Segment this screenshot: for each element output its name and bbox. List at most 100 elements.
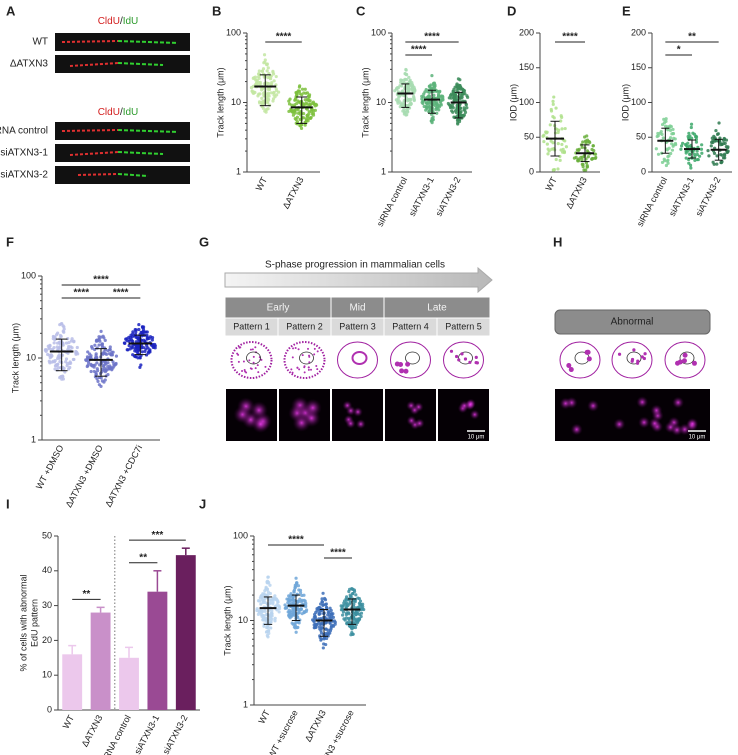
dot xyxy=(355,612,359,616)
cell-outline xyxy=(443,341,484,379)
dot xyxy=(711,139,715,143)
dot xyxy=(259,611,263,615)
dot xyxy=(721,138,726,142)
dot xyxy=(437,108,441,112)
dot-cloud xyxy=(393,67,417,117)
x-tick-label: WT xyxy=(254,175,270,192)
dot xyxy=(127,339,131,343)
dot xyxy=(271,600,275,604)
dot xyxy=(108,345,112,349)
dot xyxy=(668,136,673,140)
dot xyxy=(689,125,693,130)
dot xyxy=(297,85,302,89)
dot xyxy=(348,600,352,604)
fiber-green xyxy=(117,173,149,177)
dot xyxy=(462,108,466,112)
dot xyxy=(68,365,72,370)
dot xyxy=(695,152,699,157)
signal xyxy=(672,396,685,409)
dot xyxy=(333,622,337,626)
dot xyxy=(294,620,298,625)
dot xyxy=(712,151,717,156)
dot xyxy=(719,161,724,165)
dot xyxy=(671,127,675,132)
dot xyxy=(266,75,270,80)
cell-dot xyxy=(248,359,251,362)
dot xyxy=(265,62,269,66)
dot xyxy=(694,140,699,144)
dot xyxy=(59,334,63,339)
dot xyxy=(272,596,276,601)
y-tick-label: 50 xyxy=(42,530,52,540)
dot xyxy=(706,149,710,153)
dot xyxy=(262,53,267,57)
y-tick-label: 50 xyxy=(524,132,534,142)
dot xyxy=(265,69,269,73)
dot xyxy=(715,154,719,158)
cell-dot xyxy=(316,368,319,371)
dot-cloud xyxy=(706,121,730,166)
dot xyxy=(424,108,428,112)
dot xyxy=(339,604,343,608)
cell-outline xyxy=(283,341,326,379)
dot xyxy=(102,380,106,384)
dot xyxy=(551,114,555,119)
dot xyxy=(432,85,437,89)
dot xyxy=(99,376,103,380)
sig-label: **** xyxy=(93,275,109,286)
foci xyxy=(449,349,454,353)
bar xyxy=(175,555,196,710)
dot xyxy=(457,119,462,124)
dot xyxy=(269,620,273,624)
dot xyxy=(272,90,276,95)
dot xyxy=(427,94,432,98)
dot xyxy=(95,361,99,365)
dot xyxy=(295,581,299,585)
dot xyxy=(268,103,272,107)
x-tick-label: ΔATXN3 xyxy=(564,175,589,210)
dot xyxy=(273,616,277,620)
dot xyxy=(308,116,312,120)
dot xyxy=(259,594,264,598)
foci xyxy=(636,359,640,363)
cell-outline xyxy=(390,341,431,379)
cell-dot xyxy=(292,347,295,350)
dot xyxy=(296,584,301,588)
dot xyxy=(302,593,306,597)
dot xyxy=(559,119,563,123)
legend-item: / xyxy=(120,16,123,27)
dot xyxy=(295,101,299,106)
dot xyxy=(658,131,662,135)
dot xyxy=(258,92,262,96)
dot xyxy=(586,155,590,159)
sig-label: ** xyxy=(83,589,91,600)
dot xyxy=(361,605,365,609)
nucleolus xyxy=(626,351,642,365)
dot xyxy=(92,369,96,374)
dot xyxy=(714,139,718,143)
dot xyxy=(266,107,270,111)
dot xyxy=(310,112,314,116)
dot xyxy=(593,152,598,156)
dot xyxy=(269,91,273,95)
y-axis-label: % of cells with abnormal xyxy=(18,574,28,671)
signal xyxy=(345,405,356,416)
dot xyxy=(109,353,113,357)
nucleolus xyxy=(458,351,473,365)
dot xyxy=(690,136,694,140)
dot xyxy=(274,87,278,91)
fiber-image xyxy=(55,144,190,162)
dot xyxy=(695,149,699,153)
dot xyxy=(686,134,690,139)
cell-dot xyxy=(307,366,310,369)
dot xyxy=(106,365,110,369)
fiber-label: siRNA control xyxy=(0,126,48,137)
dot xyxy=(260,88,264,92)
dot xyxy=(699,147,704,151)
dot xyxy=(304,119,308,124)
dot xyxy=(269,612,274,616)
dot xyxy=(287,102,292,106)
dot xyxy=(450,104,454,108)
dot xyxy=(352,617,357,621)
dot xyxy=(546,147,550,151)
